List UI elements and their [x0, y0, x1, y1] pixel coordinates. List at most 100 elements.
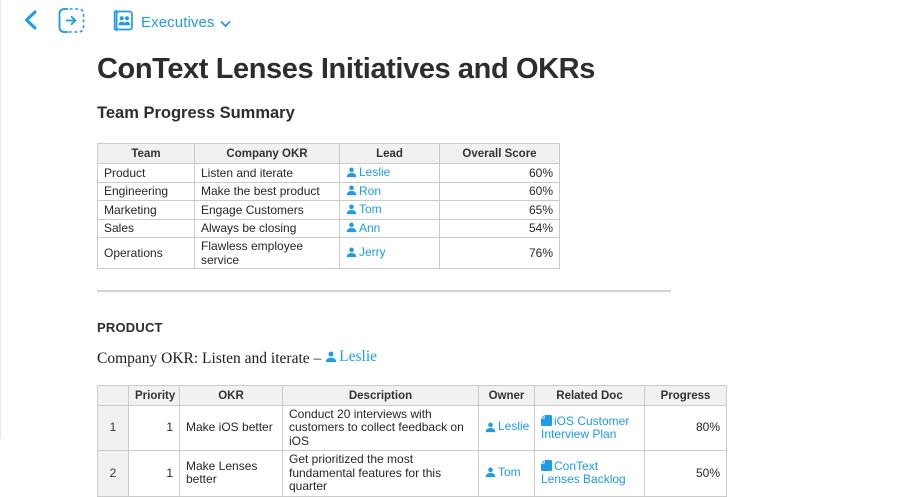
doc-link[interactable]: ConText Lenses Backlog	[541, 459, 626, 486]
score-cell[interactable]: 76%	[439, 237, 560, 269]
person-mention[interactable]: Jerry	[346, 245, 386, 259]
table-row: Product Listen and iterate Leslie 60%	[97, 163, 560, 183]
col-header-company-okr: Company OKR	[194, 143, 340, 164]
related-doc-cell[interactable]: iOS Customer Interview Plan	[534, 404, 645, 452]
table-row: Sales Always be closing Ann 54%	[97, 218, 560, 238]
okr-cell[interactable]: Make the best product	[194, 181, 340, 201]
col-header-description: Description	[282, 385, 479, 406]
folder-selector[interactable]: Executives	[109, 8, 231, 38]
table-row: Marketing Engage Customers Tom 65%	[97, 200, 560, 220]
okr-cell[interactable]: Flawless employee service	[194, 237, 340, 269]
row-number: 1	[97, 404, 129, 452]
document-icon	[541, 414, 552, 426]
col-header-priority: Priority	[128, 385, 180, 406]
person-mention[interactable]: Ron	[346, 184, 381, 198]
person-icon	[346, 204, 357, 214]
col-header-lead: Lead	[339, 143, 440, 164]
person-mention[interactable]: Leslie	[485, 419, 530, 434]
company-okr-line[interactable]: Company OKR: Listen and iterate – Leslie	[97, 348, 737, 368]
table-header-row: Team Company OKR Lead Overall Score	[97, 143, 560, 164]
description-cell[interactable]: Get prioritized the most fundamental fea…	[282, 450, 479, 497]
progress-cell[interactable]: 80%	[644, 404, 727, 452]
okr-cell[interactable]: Listen and iterate	[194, 163, 340, 183]
doc-title: ConText Lenses Backlog	[541, 459, 626, 487]
person-icon	[346, 222, 357, 233]
chevron-left-icon	[21, 9, 40, 36]
score-cell[interactable]: 60%	[439, 181, 560, 201]
person-name: Leslie	[498, 419, 530, 434]
okr-line-text: Company OKR: Listen and iterate –	[97, 350, 326, 367]
panel-open-icon	[58, 7, 85, 39]
person-icon	[325, 351, 337, 362]
back-button[interactable]	[21, 9, 40, 36]
related-doc-cell[interactable]: ConText Lenses Backlog	[534, 450, 645, 497]
horizontal-rule	[97, 290, 671, 292]
progress-cell[interactable]: 50%	[644, 450, 727, 497]
table-header-row: Priority OKR Description Owner Related D…	[97, 385, 727, 406]
table-row: Engineering Make the best product Ron 60…	[97, 181, 560, 201]
score-cell[interactable]: 60%	[439, 163, 560, 183]
person-icon	[346, 185, 357, 196]
topbar: Executives	[1, 0, 916, 45]
table-row: Operations Flawless employee service Jer…	[97, 237, 560, 269]
doc-title: iOS Customer Interview Plan	[541, 413, 630, 442]
person-name: Leslie	[359, 165, 391, 179]
owner-cell[interactable]: Leslie	[478, 404, 535, 452]
col-header-owner: Owner	[478, 385, 535, 406]
priority-cell[interactable]: 1	[128, 450, 180, 497]
team-cell[interactable]: Sales	[97, 218, 195, 238]
team-cell[interactable]: Product	[97, 163, 195, 183]
person-icon	[346, 167, 357, 177]
description-cell[interactable]: Conduct 20 interviews with customers to …	[282, 404, 479, 452]
score-cell[interactable]: 65%	[439, 200, 560, 220]
doc-link[interactable]: iOS Customer Interview Plan	[541, 414, 629, 441]
lead-cell[interactable]: Jerry	[339, 237, 440, 269]
team-cell[interactable]: Engineering	[97, 181, 195, 201]
col-header-okr: OKR	[179, 385, 283, 406]
open-panel-button[interactable]	[58, 7, 85, 39]
table-row: 1 1 Make iOS better Conduct 20 interview…	[97, 404, 727, 452]
lead-cell[interactable]: Leslie	[339, 163, 440, 183]
summary-heading[interactable]: Team Progress Summary	[97, 104, 295, 122]
person-mention[interactable]: Tom	[346, 202, 382, 216]
person-mention[interactable]: Tom	[485, 464, 521, 479]
person-icon	[485, 467, 496, 477]
team-progress-table: Team Company OKR Lead Overall Score Prod…	[97, 143, 560, 269]
lead-cell[interactable]: Ann	[339, 218, 440, 238]
col-header-rownum	[97, 385, 129, 406]
okr-cell[interactable]: Always be closing	[194, 218, 340, 238]
priority-cell[interactable]: 1	[128, 404, 180, 452]
folder-name: Executives	[141, 14, 215, 31]
team-cell[interactable]: Operations	[97, 237, 195, 269]
col-header-team: Team	[97, 143, 195, 164]
col-header-progress: Progress	[644, 385, 727, 406]
team-cell[interactable]: Marketing	[97, 200, 195, 220]
row-number: 2	[97, 450, 129, 497]
person-name: Ann	[359, 220, 381, 235]
person-icon	[485, 422, 496, 432]
col-header-related-doc: Related Doc	[534, 385, 645, 406]
page-title[interactable]: ConText Lenses Initiatives and OKRs	[97, 53, 595, 85]
okr-cell[interactable]: Engage Customers	[194, 200, 340, 220]
okr-cell[interactable]: Make iOS better	[179, 404, 283, 452]
product-okr-table: Priority OKR Description Owner Related D…	[97, 385, 727, 497]
person-name: Ron	[359, 183, 382, 198]
product-heading[interactable]: PRODUCT	[97, 320, 163, 335]
person-name: Tom	[498, 464, 521, 479]
score-cell[interactable]: 54%	[439, 218, 560, 238]
document-body: ConText Lenses Initiatives and OKRs Team…	[97, 54, 737, 497]
okr-cell[interactable]: Make Lenses better	[179, 450, 283, 497]
person-mention[interactable]: Ann	[346, 221, 380, 235]
person-name: Leslie	[339, 348, 378, 365]
lead-cell[interactable]: Tom	[339, 200, 440, 220]
owner-cell[interactable]: Tom	[478, 450, 535, 497]
lead-cell[interactable]: Ron	[339, 181, 440, 201]
person-mention[interactable]: Leslie	[346, 165, 390, 179]
person-icon	[346, 247, 357, 257]
team-folder-icon	[109, 8, 134, 38]
document-icon	[541, 460, 552, 472]
person-mention[interactable]: Leslie	[325, 348, 377, 366]
table-row: 2 1 Make Lenses better Get prioritized t…	[97, 450, 727, 497]
person-name: Tom	[359, 202, 382, 216]
person-name: Jerry	[359, 245, 386, 260]
